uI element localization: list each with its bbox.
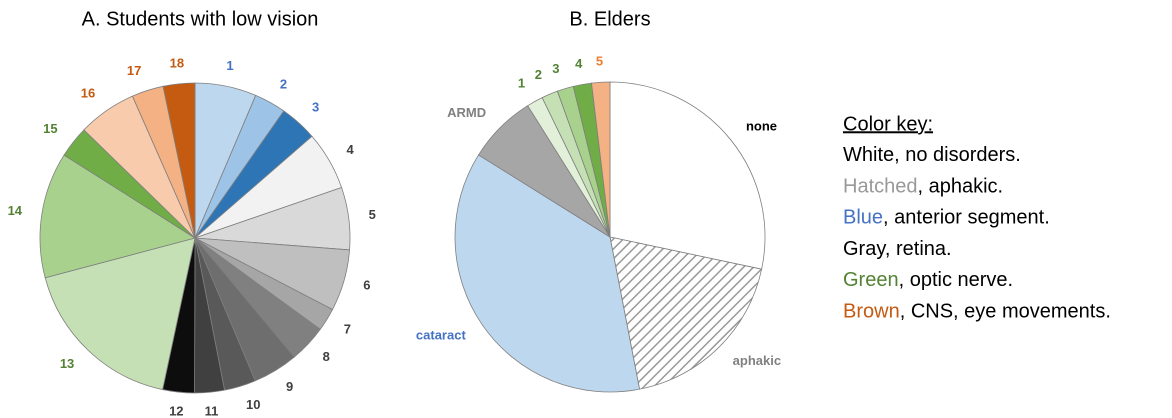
key-term: Hatched: [843, 176, 918, 198]
slice-label: 2: [280, 76, 287, 91]
pie-slice: [609, 236, 763, 390]
slice-label: 1: [226, 58, 233, 73]
pie-slice: [44, 237, 196, 391]
slice-label: 18: [170, 55, 184, 70]
slice-label: 3: [552, 61, 559, 76]
slice-label: 2: [535, 67, 542, 82]
key-item: White, no disorders.: [843, 144, 1021, 166]
slice-label: 3: [312, 99, 319, 114]
key-item: Blue, anterior segment.: [843, 207, 1050, 229]
key-item: Hatched, aphakic.: [843, 176, 1003, 198]
key-text: , optic nerve.: [899, 269, 1014, 291]
key-text: , anterior segment.: [883, 207, 1050, 229]
slice-label: 9: [286, 379, 293, 394]
key-item: Gray, retina.: [843, 238, 952, 260]
slice-label: 5: [596, 54, 603, 69]
pie-slice: [454, 154, 641, 393]
pie-slice: [162, 82, 196, 239]
slice-label: 12: [169, 403, 183, 418]
chart-title: B. Elders: [569, 8, 650, 30]
slice-label: 17: [127, 63, 141, 78]
key-text: , CNS, eye movements.: [900, 301, 1111, 323]
slice-label: 4: [575, 56, 583, 71]
slice-label: 15: [43, 121, 57, 136]
slice-label: 10: [246, 397, 260, 412]
key-term: Gray: [843, 238, 886, 260]
slice-label: 13: [60, 356, 74, 371]
slice-label: 7: [344, 322, 351, 337]
slice-label: aphakic: [733, 353, 781, 368]
key-term: White: [843, 144, 894, 166]
key-text: , no disorders.: [894, 144, 1021, 166]
key-item: Green, optic nerve.: [843, 269, 1013, 291]
slice-label: 1: [518, 75, 525, 90]
key-term: Brown: [843, 301, 900, 323]
key-text: , aphakic.: [918, 176, 1004, 198]
key-item: Brown, CNS, eye movements.: [843, 301, 1111, 323]
pie-slice: [591, 81, 611, 238]
key-title: Color key:: [843, 113, 933, 135]
slice-label: 5: [369, 207, 376, 222]
pie-slice: [609, 81, 766, 270]
chart-title: A. Students with low vision: [82, 8, 319, 30]
key-term: Green: [843, 269, 899, 291]
slice-label: 14: [8, 203, 23, 218]
slice-label: 4: [347, 142, 355, 157]
key-text: , retina.: [885, 238, 952, 260]
slice-label: 11: [205, 404, 219, 418]
pie-slice: [39, 154, 196, 279]
key-term: Blue: [843, 207, 883, 229]
slice-label: none: [746, 118, 777, 133]
slice-label: 8: [323, 349, 330, 364]
slice-label: cataract: [416, 328, 467, 343]
slice-label: ARMD: [447, 105, 486, 120]
slice-label: 16: [81, 86, 95, 101]
slice-label: 6: [363, 278, 370, 293]
